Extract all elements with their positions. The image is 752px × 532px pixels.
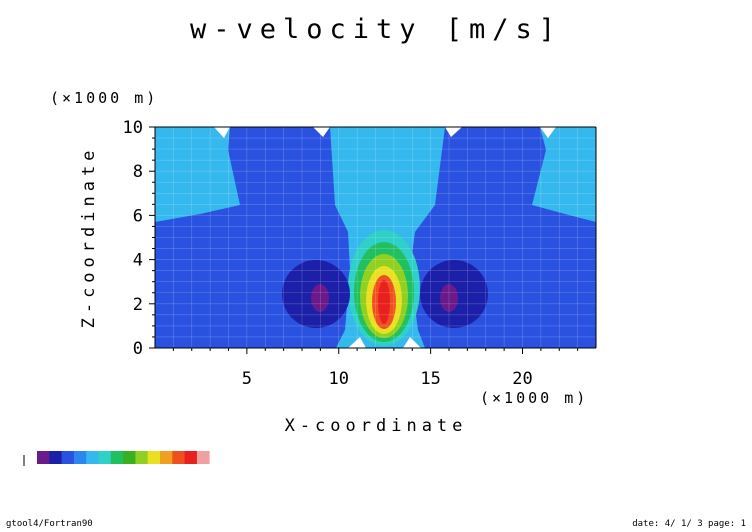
plot-area — [155, 127, 596, 348]
white-wedge-top-midright — [445, 127, 462, 137]
x-tick-label: 15 — [420, 369, 440, 389]
y-tick-label: 8 — [133, 162, 143, 182]
y-axis: 0 2 4 6 8 10 — [123, 118, 156, 359]
colorbar-swatch — [172, 451, 185, 464]
colorbar-swatch — [86, 451, 99, 464]
y-tick-label: 6 — [133, 206, 143, 226]
x-tick-label: 10 — [329, 369, 349, 389]
colorbar-swatch — [73, 451, 87, 464]
white-wedge-top-left — [214, 127, 230, 138]
contour-band-right-purple — [440, 284, 458, 312]
contour-band-left-purple — [311, 284, 329, 312]
colorbar-swatch — [61, 451, 75, 464]
colorbar-swatch — [110, 451, 124, 464]
x-tick-label: 20 — [512, 369, 532, 389]
grid-lines — [155, 127, 596, 348]
footer-right: date: 4/ 1/ 3 page: 1 — [632, 519, 746, 529]
contour-band-red — [378, 280, 390, 324]
y-tick-label: 0 — [133, 339, 143, 359]
colorbar-swatch — [160, 451, 173, 464]
white-wedge-top-midleft — [313, 127, 330, 137]
y-tick-label: 4 — [133, 251, 143, 271]
y-tick-label: 2 — [133, 295, 143, 315]
contour-band-left-top — [155, 127, 240, 222]
colorbar-swatch — [135, 451, 149, 464]
colorbar-swatch — [49, 451, 62, 464]
y-unit-label: (×1000 m) — [50, 89, 158, 107]
colorbar-swatch — [123, 451, 136, 464]
colorbar-swatch — [147, 451, 161, 464]
white-wedge-top-right — [540, 127, 556, 138]
colorbar-swatch — [184, 451, 198, 464]
white-wedge-bottom-right — [403, 337, 421, 348]
x-axis-label: X-coordinate — [285, 416, 468, 436]
chart-title: w-velocity [m/s] — [190, 14, 562, 45]
y-axis-label: Z-coordinate — [79, 146, 99, 329]
colorbar-swatch — [98, 451, 112, 464]
y-tick-label: 10 — [123, 118, 143, 138]
colorbar-swatch — [196, 451, 210, 464]
x-unit-label: (×1000 m) — [480, 389, 588, 407]
x-axis: 5 10 15 20 — [155, 126, 597, 389]
x-tick-label: 5 — [242, 369, 252, 389]
colorbar-swatch — [37, 451, 50, 464]
colorbar — [23, 451, 210, 466]
white-wedge-bottom-left — [348, 337, 366, 348]
footer-left: gtool4/Fortran90 — [6, 519, 93, 529]
contour-band-right-top — [532, 127, 596, 222]
